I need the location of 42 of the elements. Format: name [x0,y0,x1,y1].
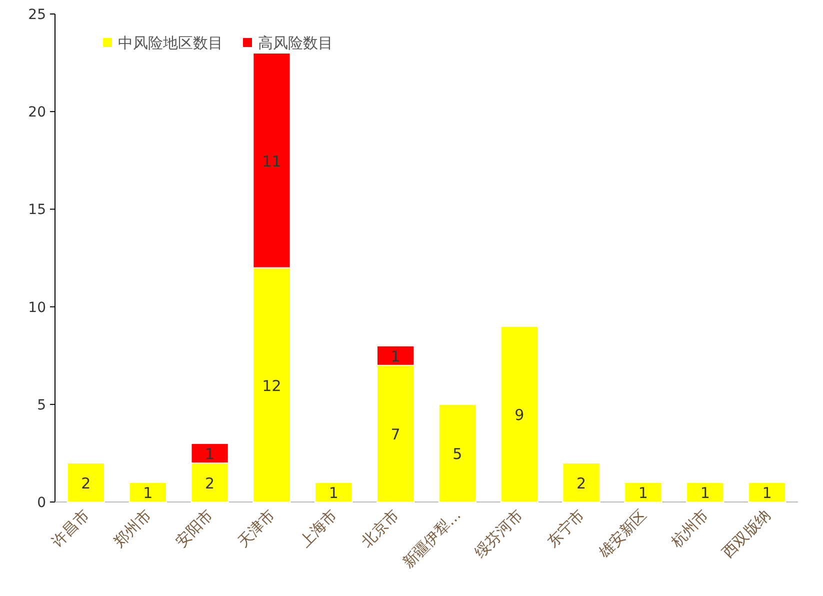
y-tick-label: 15 [28,202,46,218]
y-tick-label: 5 [37,397,46,414]
data-label: 9 [514,406,524,424]
bar [562,462,600,502]
data-label: 2 [205,474,215,492]
bar [66,462,106,502]
data-label: 1 [638,484,648,502]
x-tick-label: 上海市 [296,506,340,551]
x-tick-label: 东宁市 [544,506,588,551]
data-label: 11 [262,152,282,170]
bar [686,482,724,502]
bar [748,482,786,502]
y-tick-label: 0 [37,495,46,511]
x-tick-label: 杭州市 [666,506,712,552]
data-label: 1 [143,484,153,502]
data-label: 12 [262,376,282,395]
bar [500,326,538,502]
data-label: 7 [390,426,400,444]
x-tick-label: 安阳市 [172,506,217,551]
x-tick-label: 天津市 [234,506,279,551]
y-tick-label: 20 [28,104,46,121]
data-label: 1 [205,445,215,464]
data-label: 2 [576,474,586,492]
legend-label: 高风险数目 [258,34,333,52]
x-tick-label: 西双版纳 [718,506,774,562]
data-label: 5 [452,445,462,464]
legend-label: 中风险地区数目 [118,34,223,52]
bar [128,482,167,502]
x-tick-label: 许昌市 [48,506,93,551]
data-label: 1 [390,348,400,366]
x-tick-label: 雄安新区 [594,506,650,562]
data-label: 1 [328,484,338,502]
x-tick-label: 绥芬河市 [471,506,526,562]
data-label: 1 [700,484,710,502]
y-tick-label: 25 [28,7,46,23]
data-label: 2 [81,474,91,492]
bar [624,482,662,502]
bar [438,404,477,502]
x-tick-label: 郑州市 [110,506,155,551]
data-label: 1 [762,484,772,502]
bar [314,482,353,502]
y-tick-label: 10 [28,300,46,316]
